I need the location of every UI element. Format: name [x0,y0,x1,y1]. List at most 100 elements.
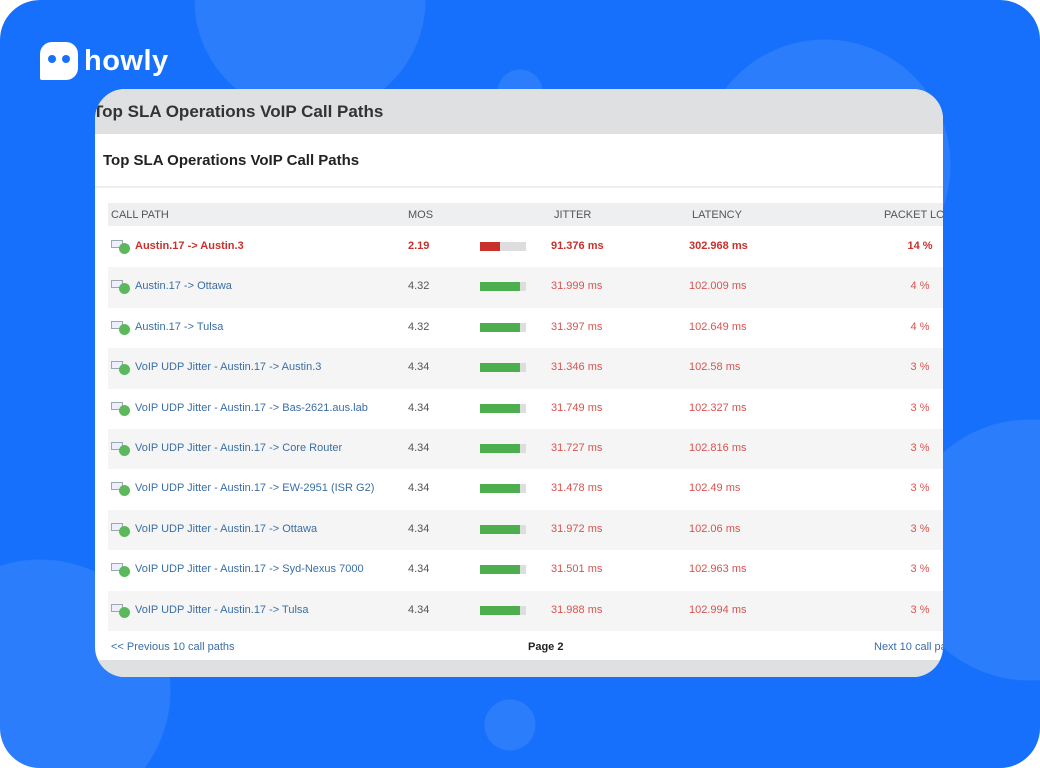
call-path-link[interactable]: VoIP UDP Jitter - Austin.17 -> Bas-2621.… [135,401,368,414]
mos-bar-fill [480,282,520,292]
packet-loss-value: 3 % [910,522,930,535]
mos-bar-fill [480,322,520,332]
page-indicator: Page 2 [528,641,564,653]
sla-status-icon [111,361,130,376]
packet-loss-value: 4 % [910,280,930,293]
mos-value: 2.19 [408,240,430,252]
packet-loss-value: 3 % [910,603,930,616]
window-titlebar: Top SLA Operations VoIP Call Paths [95,89,943,134]
mos-bar [480,484,526,494]
jitter-value: 31.501 ms [551,563,603,576]
mos-bar-fill [480,242,501,251]
next-page-link[interactable]: Next 10 call paths >> [874,641,943,653]
jitter-value: 91.376 ms [551,240,604,252]
table-row: VoIP UDP Jitter - Austin.17 -> Ottawa 4.… [108,509,943,551]
packet-loss-value: 3 % [910,482,930,495]
mos-bar-fill [480,443,520,453]
mos-value: 4.34 [408,401,430,414]
window-bottom-bar [95,660,943,677]
mos-value: 4.32 [408,280,430,293]
table-body: Austin.17 -> Austin.3 2.19 91.376 ms 302… [108,227,943,631]
latency-value: 102.009 ms [689,280,747,293]
table-header: CALL PATH MOS JITTER LATENCY PACKET LOSS [108,203,943,226]
call-path-link[interactable]: Austin.17 -> Austin.3 [135,240,244,252]
mos-bar-fill [480,403,520,413]
table-row: Austin.17 -> Ottawa 4.32 31.999 ms 102.0… [108,267,943,308]
call-path-link[interactable]: VoIP UDP Jitter - Austin.17 -> Ottawa [135,522,318,535]
sla-status-icon [111,240,130,254]
sla-status-icon [111,522,130,537]
table-row: Austin.17 -> Tulsa 4.32 31.397 ms 102.64… [108,308,943,348]
call-path-link[interactable]: VoIP UDP Jitter - Austin.17 -> Core Rout… [135,441,343,454]
jitter-value: 31.727 ms [551,441,603,454]
table-row: VoIP UDP Jitter - Austin.17 -> Austin.3 … [108,348,943,389]
sla-status-icon [111,280,130,295]
mos-bar [480,322,526,332]
latency-value: 102.06 ms [689,522,741,535]
sla-status-icon [111,603,130,618]
latency-value: 102.58 ms [689,361,741,374]
call-path-link[interactable]: VoIP UDP Jitter - Austin.17 -> EW-2951 (… [135,482,375,495]
latency-value: 102.649 ms [689,320,747,333]
jitter-value: 31.988 ms [551,603,603,616]
table-row: VoIP UDP Jitter - Austin.17 -> Tulsa 4.3… [108,590,943,631]
mos-value: 4.34 [408,563,430,576]
mos-bar [480,443,526,453]
table-row: VoIP UDP Jitter - Austin.17 -> Bas-2621.… [108,389,943,429]
sla-status-icon [111,401,130,416]
sla-window: Top SLA Operations VoIP Call Paths Top S… [95,89,943,677]
sla-status-icon [111,482,130,497]
mos-bar-fill [480,363,520,373]
latency-value: 102.994 ms [689,603,747,616]
mos-bar [480,565,526,575]
owl-icon [40,42,78,80]
mos-bar-fill [480,605,520,615]
col-latency[interactable]: LATENCY [692,209,742,221]
howly-logo: howly [40,42,169,80]
panel-title: Top SLA Operations VoIP Call Paths [95,134,943,188]
mos-value: 4.34 [408,441,430,454]
mos-bar [480,403,526,413]
mos-bar-fill [480,565,520,575]
table-row: VoIP UDP Jitter - Austin.17 -> EW-2951 (… [108,469,943,509]
mos-bar-fill [480,484,520,494]
col-packet-loss[interactable]: PACKET LOSS [884,209,943,221]
jitter-value: 31.749 ms [551,401,603,414]
packet-loss-value: 3 % [910,441,930,454]
table-row: Austin.17 -> Austin.3 2.19 91.376 ms 302… [108,227,943,267]
latency-value: 102.327 ms [689,401,747,414]
prev-page-link[interactable]: << Previous 10 call paths [111,641,235,653]
latency-value: 102.49 ms [689,482,741,495]
call-path-link[interactable]: VoIP UDP Jitter - Austin.17 -> Austin.3 [135,361,322,374]
latency-value: 302.968 ms [689,240,748,252]
mos-value: 4.34 [408,361,430,374]
mos-bar [480,524,526,534]
jitter-value: 31.999 ms [551,280,603,293]
packet-loss-value: 3 % [910,401,930,414]
mos-value: 4.34 [408,603,430,616]
col-mos[interactable]: MOS [408,209,434,221]
window-title: Top SLA Operations VoIP Call Paths [95,101,384,121]
mos-value: 4.34 [408,522,430,535]
call-path-link[interactable]: Austin.17 -> Ottawa [135,280,232,293]
latency-value: 102.816 ms [689,441,747,454]
packet-loss-value: 3 % [910,563,930,576]
sla-status-icon [111,441,130,456]
call-path-link[interactable]: VoIP UDP Jitter - Austin.17 -> Syd-Nexus… [135,563,364,576]
jitter-value: 31.478 ms [551,482,603,495]
sla-status-icon [111,320,130,335]
latency-value: 102.963 ms [689,563,747,576]
pagination: << Previous 10 call paths Page 2 Next 10… [95,635,943,660]
mos-bar [480,282,526,292]
jitter-value: 31.346 ms [551,361,603,374]
call-path-link[interactable]: Austin.17 -> Tulsa [135,320,224,333]
col-call-path[interactable]: CALL PATH [111,209,169,221]
call-path-link[interactable]: VoIP UDP Jitter - Austin.17 -> Tulsa [135,603,309,616]
mos-value: 4.34 [408,482,430,495]
sla-status-icon [111,563,130,578]
packet-loss-value: 3 % [910,361,930,374]
col-jitter[interactable]: JITTER [554,209,592,221]
brand-name: howly [84,44,169,77]
table-row: VoIP UDP Jitter - Austin.17 -> Syd-Nexus… [108,550,943,590]
